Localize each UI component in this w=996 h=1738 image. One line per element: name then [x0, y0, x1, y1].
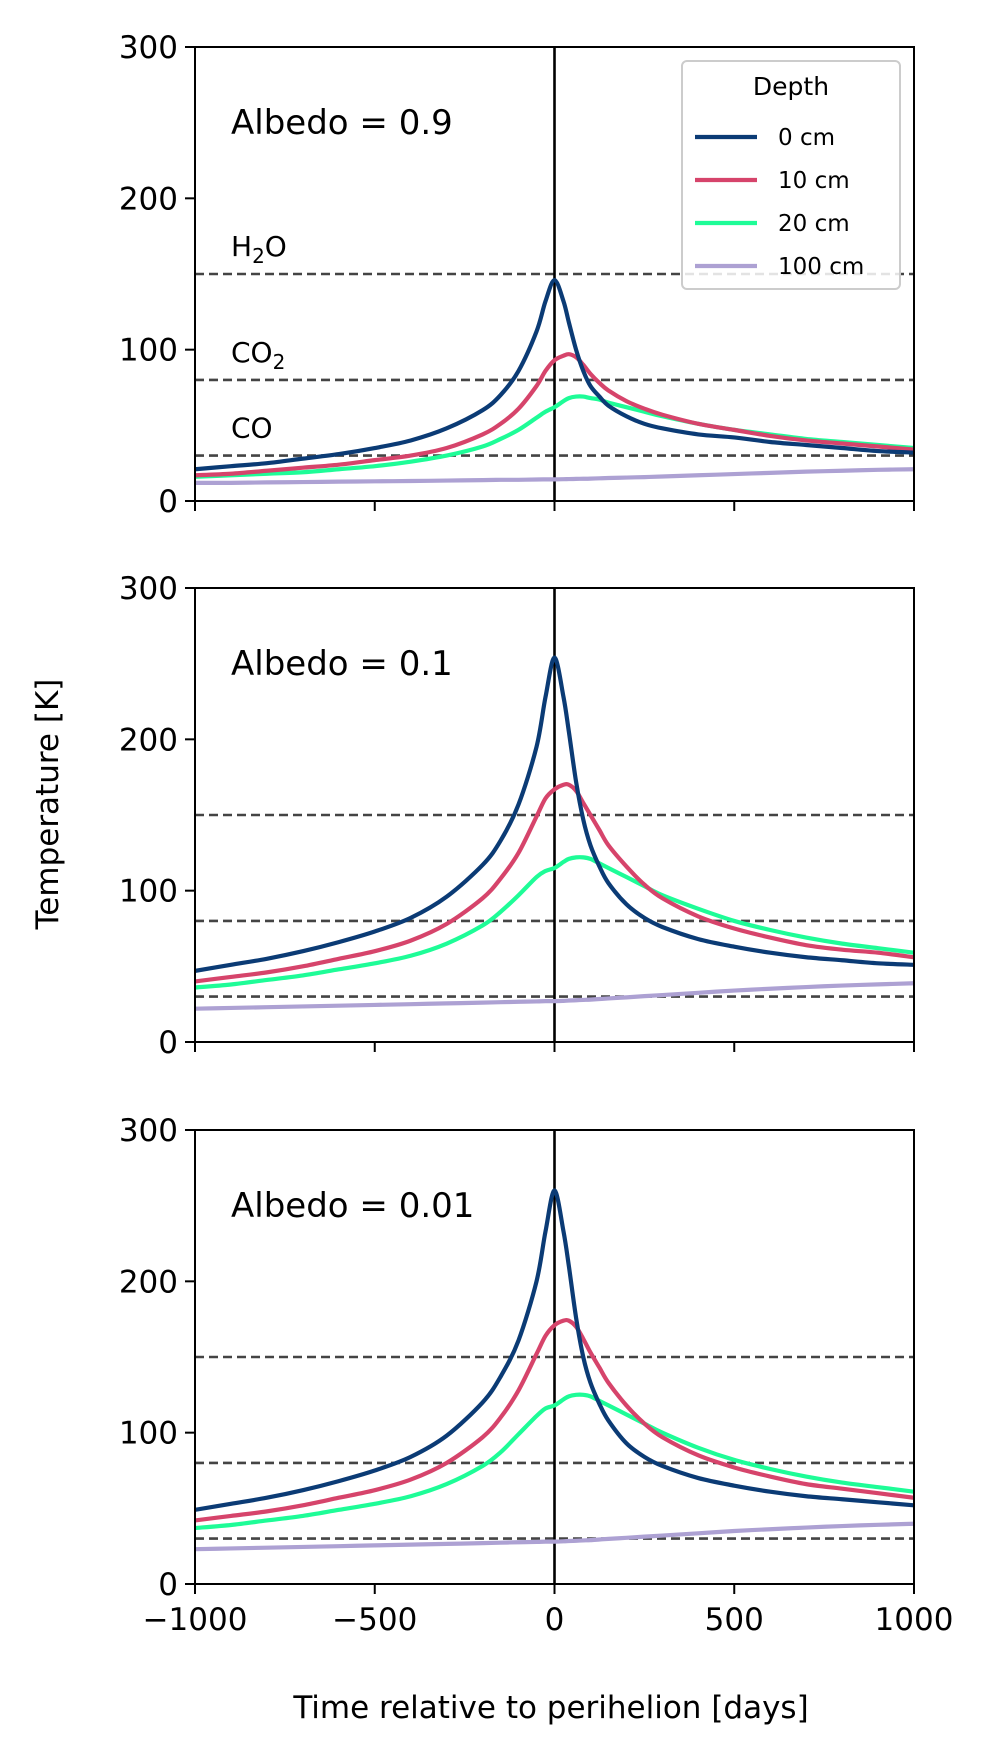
x-tick-label: −500 [332, 1602, 417, 1638]
species-label-h2o: H2O [231, 230, 287, 268]
y-tick-label: 0 [158, 1567, 178, 1603]
panel-2: 0 100 200 300 Albedo = 0.1 [119, 571, 915, 1061]
species-label-main: CO [231, 412, 273, 445]
species-label-end: O [265, 230, 287, 263]
species-label-sub: 2 [252, 244, 265, 268]
series-group [195, 1188, 914, 1552]
legend-label: 10 cm [778, 168, 850, 194]
y-tick-label: 200 [119, 1264, 178, 1300]
y-tick-label: 100 [119, 874, 178, 910]
albedo-label: Albedo = 0.1 [231, 644, 453, 684]
series-line-20-cm [195, 1392, 914, 1531]
panel-3: 0 100 200 300 −1000 −500 0 500 1000 Albedo = 0.01 [119, 1113, 954, 1638]
legend: Depth 0 cm 10 cm 20 cm 100 cm [681, 60, 901, 290]
x-tick-label: −1000 [143, 1602, 248, 1638]
albedo-label: Albedo = 0.9 [231, 103, 453, 143]
legend-box [681, 60, 901, 290]
y-tick-label: 300 [119, 1113, 178, 1149]
species-label-sub: 2 [273, 350, 286, 374]
legend-label: 100 cm [778, 254, 864, 280]
series-line-100-cm [195, 1521, 914, 1552]
x-tick-label: 0 [545, 1602, 565, 1638]
series-line-0-cm [195, 1188, 914, 1512]
legend-title: Depth [753, 72, 829, 101]
y-tick-label: 0 [158, 484, 178, 520]
series-line-10-cm [195, 352, 914, 478]
y-tick-label: 300 [119, 571, 178, 607]
series-line-0-cm [195, 277, 914, 472]
y-tick-label: 300 [119, 30, 178, 66]
species-label-co: CO [231, 412, 273, 445]
species-label-main: CO [231, 336, 273, 369]
series-group [195, 277, 914, 485]
series-line-100-cm [195, 467, 914, 485]
series-line-10-cm [195, 781, 914, 984]
legend-label: 0 cm [778, 125, 835, 151]
x-tick-label: 500 [705, 1602, 764, 1638]
species-label-main: H [231, 230, 252, 263]
series-line-10-cm [195, 1317, 914, 1523]
y-tick-label: 200 [119, 181, 178, 217]
y-tick-label: 100 [119, 333, 178, 369]
x-axis-title: Time relative to perihelion [days] [292, 1690, 808, 1726]
series-group [195, 655, 914, 1011]
y-tick-label: 100 [119, 1416, 178, 1452]
y-tick-label: 0 [158, 1025, 178, 1061]
series-line-100-cm [195, 981, 914, 1011]
legend-label: 20 cm [778, 211, 850, 237]
albedo-label: Albedo = 0.01 [231, 1186, 474, 1226]
y-tick-label: 200 [119, 722, 178, 758]
species-label-co2: CO2 [231, 336, 285, 374]
y-axis-title: Temperature [K] [30, 679, 66, 931]
series-line-20-cm [195, 855, 914, 990]
x-tick-label: 1000 [875, 1602, 954, 1638]
series-line-0-cm [195, 655, 914, 973]
